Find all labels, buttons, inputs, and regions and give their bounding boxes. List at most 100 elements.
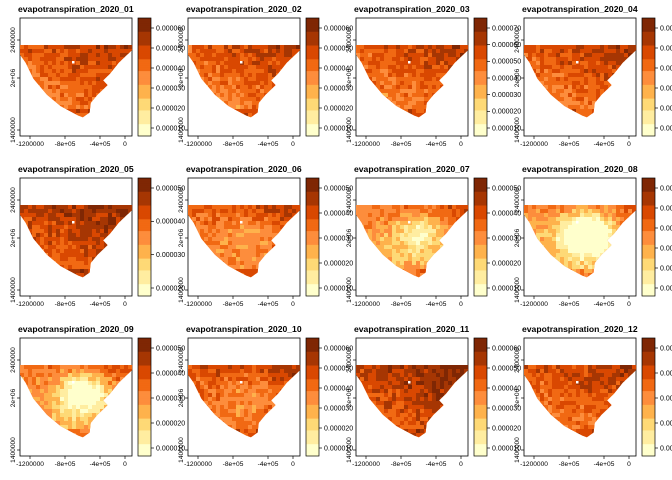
raster-cell — [568, 257, 573, 262]
raster-cell — [432, 81, 437, 86]
raster-cell — [440, 73, 445, 78]
raster-cell — [200, 77, 205, 82]
legend-color-step — [642, 29, 655, 33]
raster-cell — [52, 81, 57, 86]
raster-cell — [68, 45, 73, 50]
raster-cell — [200, 221, 205, 226]
raster-cell — [52, 57, 57, 62]
raster-cell — [560, 65, 565, 70]
raster-cell — [244, 217, 249, 222]
raster-cell — [564, 217, 569, 222]
raster-cell — [84, 261, 89, 266]
raster-cell — [624, 209, 629, 214]
raster-cell — [392, 245, 397, 250]
raster-cell — [376, 61, 381, 66]
raster-cell — [24, 57, 29, 62]
legend-color-step — [642, 88, 655, 92]
raster-cell — [572, 77, 577, 82]
raster-cell — [268, 65, 273, 70]
raster-cell — [560, 45, 565, 50]
raster-cell — [560, 61, 565, 66]
raster-cell — [368, 217, 373, 222]
legend-color-step — [474, 250, 487, 254]
raster-cell — [560, 245, 565, 250]
raster-cell — [88, 233, 93, 238]
raster-cell — [204, 45, 209, 50]
raster-cell — [400, 97, 405, 102]
raster-cell — [428, 93, 433, 98]
raster-cell — [84, 49, 89, 54]
legend-color-step — [306, 242, 319, 246]
raster-cell — [416, 261, 421, 266]
raster-cell — [428, 49, 433, 54]
raster-cell — [76, 241, 81, 246]
raster-cell — [224, 229, 229, 234]
raster-cell — [556, 225, 561, 230]
raster-cell — [248, 49, 253, 54]
raster-cell — [596, 89, 601, 94]
raster-cell — [456, 213, 461, 218]
raster-cell — [220, 221, 225, 226]
raster-cell — [392, 69, 397, 74]
raster-cell — [368, 233, 373, 238]
raster-cell — [408, 65, 413, 70]
raster-cell — [584, 233, 589, 238]
legend-color-step — [138, 237, 151, 240]
legend-color-step — [138, 294, 151, 297]
legend-color-step — [474, 179, 487, 183]
raster-cell — [40, 69, 45, 74]
legend-color-step — [138, 217, 151, 220]
legend-color-step — [138, 250, 151, 254]
raster-cell — [440, 225, 445, 230]
raster-cell — [64, 249, 69, 254]
raster-cell — [216, 57, 221, 62]
raster-cell — [552, 73, 557, 78]
raster-cell — [544, 85, 549, 90]
raster-cell — [572, 65, 577, 70]
raster-cell — [292, 53, 297, 58]
raster-cell — [256, 69, 261, 74]
raster-cell — [532, 205, 537, 210]
raster-cell — [52, 93, 57, 98]
raster-cell — [80, 85, 85, 90]
raster-cell — [284, 57, 289, 62]
raster-cell — [64, 73, 69, 78]
raster-cell — [208, 65, 213, 70]
raster-cell — [420, 57, 425, 62]
raster-cell — [424, 245, 429, 250]
raster-cell — [80, 229, 85, 234]
raster-cell — [364, 45, 369, 50]
raster-cell — [420, 257, 425, 262]
raster-cell — [424, 89, 429, 94]
raster-cell — [408, 249, 413, 254]
raster-cell — [560, 233, 565, 238]
raster-cell — [40, 229, 45, 234]
panel-title: evapotranspiration_2020_03 — [354, 4, 470, 14]
raster-cell — [76, 257, 81, 262]
legend-color-step — [138, 18, 151, 21]
legend-color-step — [138, 23, 151, 27]
raster-cell — [416, 85, 421, 90]
raster-cell — [192, 213, 197, 218]
raster-cell — [528, 205, 533, 210]
raster-cell — [564, 49, 569, 54]
raster-cell — [572, 109, 577, 114]
raster-cell — [376, 57, 381, 62]
legend-color-step — [474, 270, 487, 273]
raster-cell — [360, 49, 365, 54]
raster-cell — [292, 45, 297, 50]
raster-cell — [96, 73, 101, 78]
legend-color-step — [138, 88, 151, 92]
raster-cell — [548, 229, 553, 234]
raster-cell — [620, 213, 625, 218]
raster-cell — [460, 209, 465, 214]
legend-color-step — [306, 122, 319, 125]
raster-cell — [524, 205, 529, 210]
raster-cell — [544, 61, 549, 66]
raster-cell — [220, 53, 225, 58]
raster-cell — [236, 221, 241, 226]
raster-cell — [20, 205, 25, 210]
raster-cell — [464, 209, 469, 214]
raster-cell — [88, 77, 93, 82]
raster-cell — [72, 205, 77, 210]
